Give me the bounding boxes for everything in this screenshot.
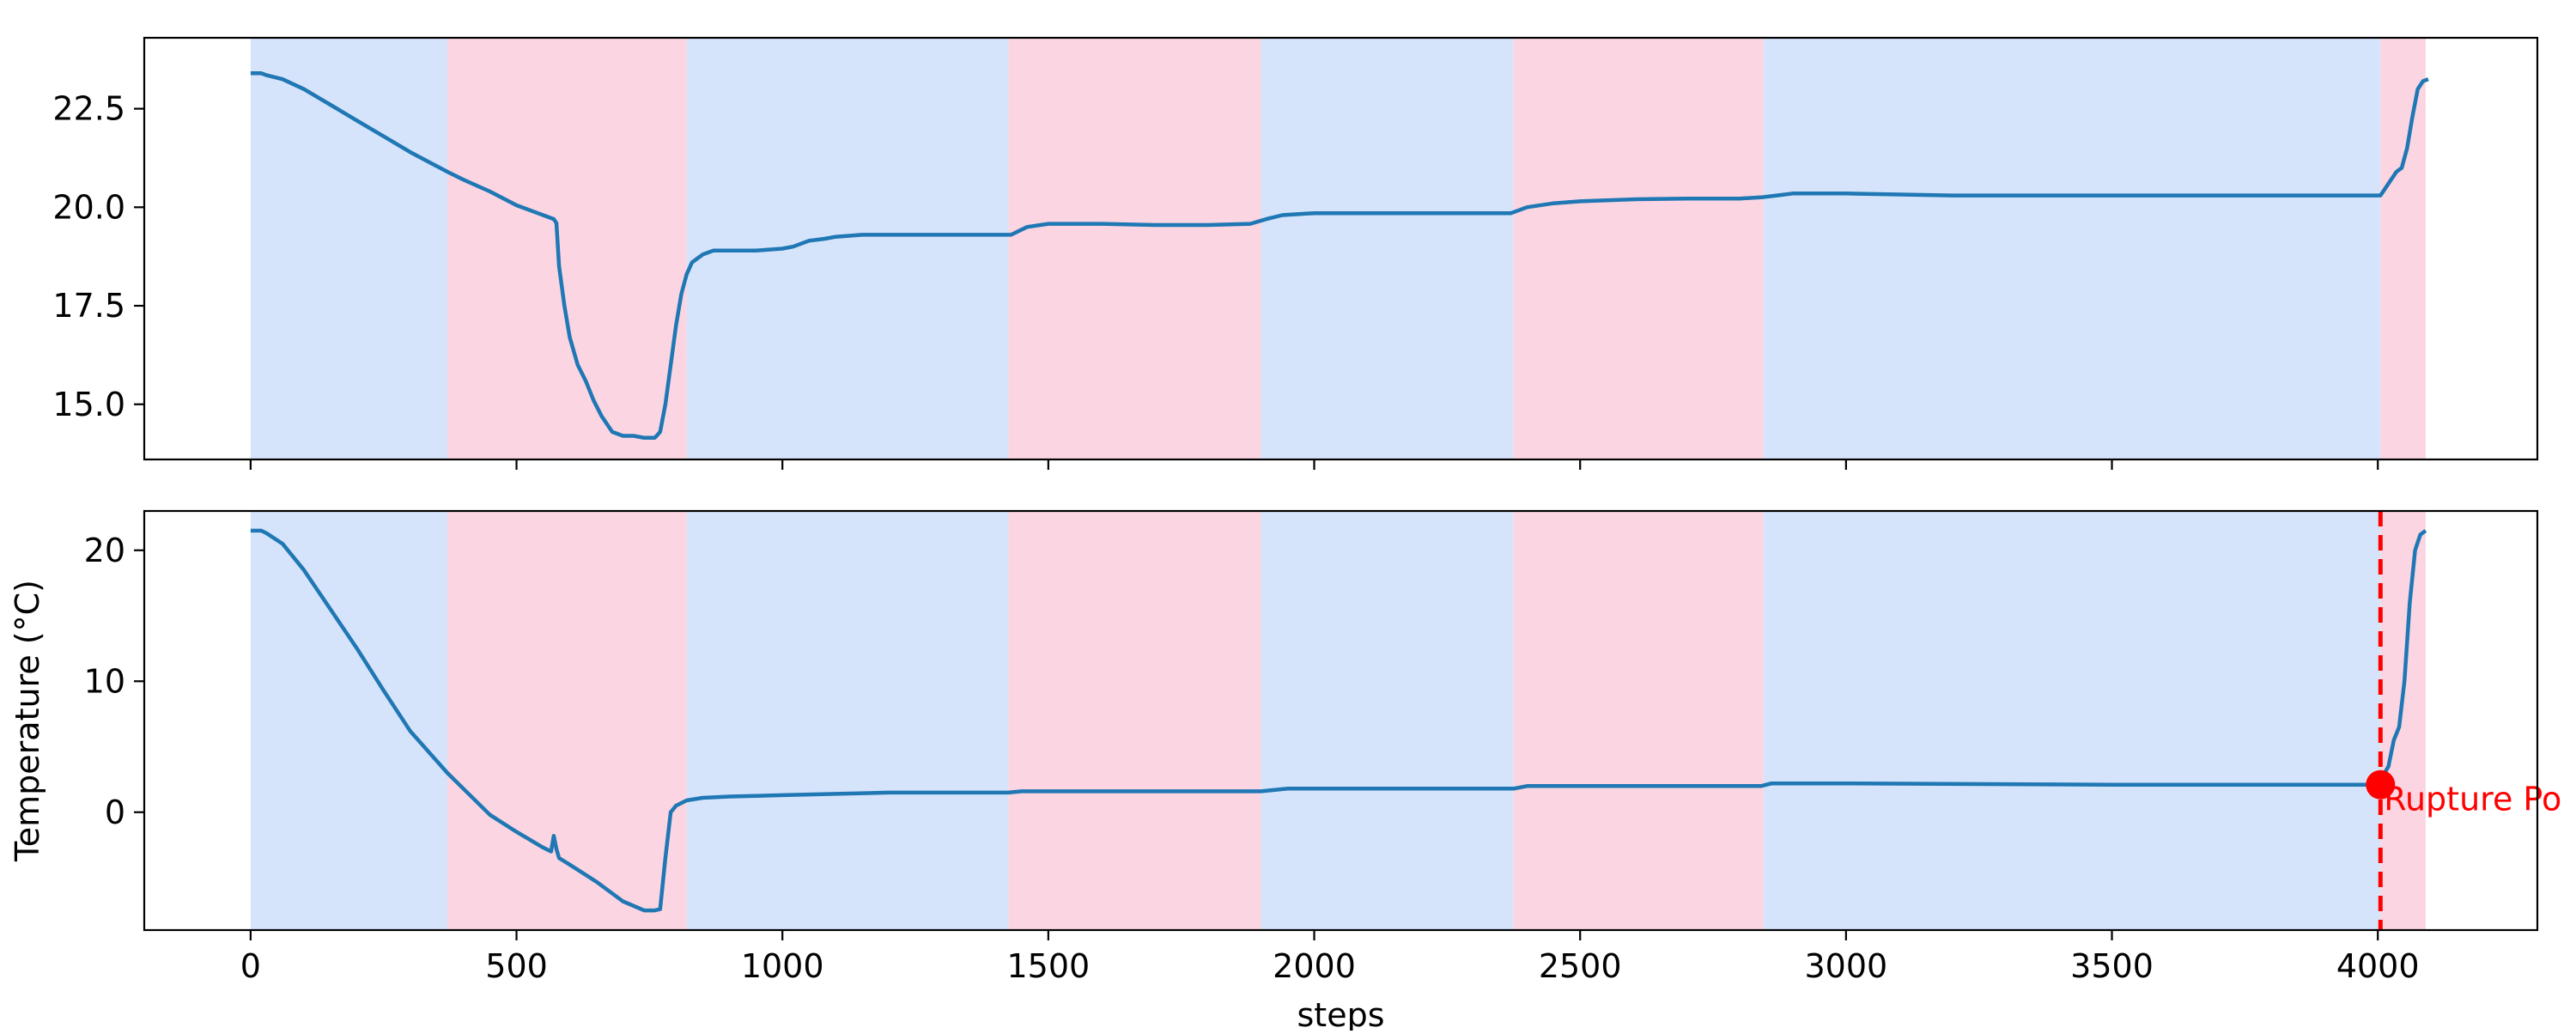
top-y-tick-label: 17.5 bbox=[52, 287, 125, 325]
top-axes-frame bbox=[143, 36, 2539, 461]
top-y-tick-label: 15.0 bbox=[52, 386, 125, 423]
x-axis-label: steps bbox=[1297, 996, 1385, 1031]
bottom-phase-region-2 bbox=[686, 511, 1009, 930]
top-x-ticks bbox=[249, 459, 2379, 470]
top-phase-shading bbox=[250, 38, 2426, 459]
bottom-x-tick-label: 1500 bbox=[1007, 947, 1091, 985]
bottom-phase-region-4 bbox=[1261, 511, 1514, 930]
bottom-x-tick-label: 1000 bbox=[741, 947, 824, 985]
top-y-tick-label: 20.0 bbox=[52, 188, 125, 226]
bottom-y-tick-label: 20 bbox=[84, 532, 125, 569]
bottom-phase-region-7 bbox=[2380, 511, 2426, 930]
bottom-phase-region-6 bbox=[1763, 511, 2381, 930]
bottom-x-tick-label: 2000 bbox=[1273, 947, 1356, 985]
top-phase-region-2 bbox=[686, 38, 1009, 459]
bottom-x-tick-label: 3000 bbox=[1805, 947, 1888, 985]
y-axis-label: Temperature (°C) bbox=[9, 580, 46, 862]
bottom-x-tick-label: 500 bbox=[485, 947, 548, 985]
bottom-phase-shading bbox=[250, 511, 2426, 930]
top-phase-region-6 bbox=[1763, 38, 2381, 459]
bottom-y-tick-label: 0 bbox=[105, 794, 125, 831]
bottom-panel: Rupture Po 0 10 20 0 500 1000 1500 2000 2500 300… bbox=[9, 509, 2561, 1034]
bottom-phase-region-1 bbox=[447, 511, 687, 930]
bottom-phase-region-0 bbox=[250, 511, 448, 930]
bottom-x-tick-label: 4000 bbox=[2336, 947, 2420, 985]
top-phase-region-7 bbox=[2380, 38, 2426, 459]
top-phase-region-5 bbox=[1513, 38, 1764, 459]
bottom-x-ticks: 0 500 1000 1500 2000 2500 3000 3500 4000 bbox=[240, 930, 2420, 985]
rupture-label: Rupture Po bbox=[2384, 781, 2561, 818]
bottom-phase-region-3 bbox=[1008, 511, 1261, 930]
bottom-phase-region-5 bbox=[1513, 511, 1764, 930]
bottom-y-ticks: 0 10 20 bbox=[84, 532, 144, 831]
top-panel: 15.0 17.5 20.0 22.5 bbox=[52, 36, 2539, 470]
top-temperature-line bbox=[250, 71, 2429, 441]
bottom-x-tick-label: 2500 bbox=[1539, 947, 1622, 985]
top-phase-region-4 bbox=[1261, 38, 1514, 459]
rupture-marker bbox=[2366, 769, 2396, 800]
top-phase-region-3 bbox=[1008, 38, 1261, 459]
bottom-x-tick-label: 3500 bbox=[2070, 947, 2154, 985]
bottom-x-tick-label: 0 bbox=[240, 947, 261, 985]
top-phase-region-1 bbox=[447, 38, 687, 459]
top-y-tick-label: 22.5 bbox=[52, 90, 125, 128]
top-y-ticks: 15.0 17.5 20.0 22.5 bbox=[52, 90, 144, 423]
top-phase-region-0 bbox=[250, 38, 448, 459]
bottom-temperature-line bbox=[250, 528, 2427, 913]
bottom-y-tick-label: 10 bbox=[84, 662, 125, 700]
bottom-axes-frame bbox=[143, 509, 2539, 932]
